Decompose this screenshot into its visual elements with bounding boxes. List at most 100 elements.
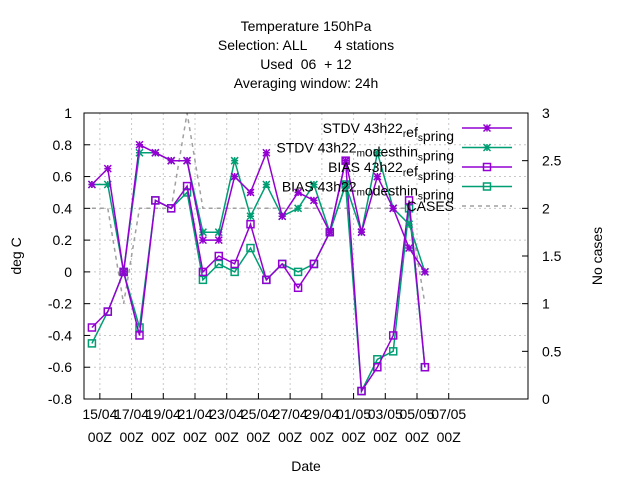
data-point [246, 219, 255, 229]
x-tick-label: 00Z [405, 429, 430, 445]
data-point [405, 244, 414, 253]
data-point [214, 236, 223, 245]
data-point [294, 204, 303, 213]
y-tick-label: -0.6 [48, 359, 72, 375]
data-point [262, 148, 271, 157]
data-point [293, 267, 303, 277]
series-cases [91, 112, 426, 304]
data-point [277, 259, 287, 269]
data-point [373, 148, 382, 157]
data-point [198, 275, 208, 285]
x-tick-label: 29/04 [304, 406, 339, 422]
x-tick-label: 00Z [183, 429, 208, 445]
y-tick-label: -0.8 [48, 391, 72, 407]
data-point [482, 143, 492, 152]
data-point [482, 123, 492, 133]
x-tick-label: 01/05 [336, 406, 371, 422]
legend-label: STDV 43h22refspring [323, 120, 454, 144]
data-point [135, 331, 144, 340]
x-tick-label: 00Z [215, 429, 240, 445]
legend-label: BIAS 43h22modesthinspring [282, 179, 454, 203]
data-point [246, 212, 255, 221]
data-point [482, 162, 492, 172]
data-point [151, 196, 160, 205]
data-point [325, 228, 334, 237]
series-line [91, 112, 426, 304]
data-point [420, 362, 430, 372]
y2-tick-label: 3 [542, 105, 550, 121]
x-tick-label: 00Z [120, 429, 145, 445]
plot-frame [83, 112, 529, 400]
data-point [214, 259, 224, 269]
x-tick-label: 21/04 [177, 406, 212, 422]
data-point [373, 172, 382, 181]
data-point [420, 267, 429, 276]
y2-tick-label: 0 [542, 391, 550, 407]
data-point [341, 180, 350, 189]
series-group [87, 112, 430, 396]
axes: 1 0.8 0.6 0.4 0.2 0 -0.2 -0.4 -0.6 -0.8 3 2.5 2 1.5 1 0… [48, 105, 562, 445]
data-point [214, 228, 223, 237]
series-line [91, 184, 426, 394]
data-point [166, 204, 176, 213]
series-stdv-43h22-ref-spring [87, 140, 429, 276]
data-point [357, 228, 366, 237]
y2-axis-label: No cases [589, 227, 605, 285]
data-point [262, 180, 271, 189]
data-point [309, 259, 319, 269]
data-point [103, 180, 112, 189]
data-point [482, 182, 492, 191]
data-point [246, 188, 255, 197]
y-tick-label: 0.6 [53, 169, 73, 185]
x-tick-label: 00Z [88, 429, 113, 445]
data-point [246, 243, 255, 253]
data-point [87, 323, 97, 332]
data-point [230, 259, 239, 269]
data-point [198, 228, 207, 237]
y-tick-label: 0.2 [53, 232, 73, 248]
x-tick-label: 00Z [373, 429, 398, 445]
series-line [91, 160, 426, 394]
y-tick-label: 0 [64, 264, 72, 280]
data-point [404, 196, 414, 205]
y-tick-label: 0.4 [53, 200, 73, 216]
y-tick-label: 0.8 [53, 137, 73, 153]
data-point [167, 156, 176, 165]
x-tick-label: 00Z [278, 429, 303, 445]
x-tick-label: 17/04 [114, 406, 149, 422]
y2-tick-label: 2.5 [542, 153, 562, 169]
series-line [91, 143, 426, 273]
x-tick-label: 23/04 [209, 406, 244, 422]
legend-entry: STDV 43h22modesthinspring [276, 140, 512, 164]
series-line [91, 151, 426, 273]
data-point [183, 156, 192, 165]
title-line: Temperature 150hPa [241, 18, 372, 34]
x-tick-label: 27/04 [273, 406, 308, 422]
data-point [119, 267, 128, 276]
data-point [262, 275, 271, 285]
x-tick-label: 00Z [310, 429, 335, 445]
data-point [151, 148, 160, 157]
title-line: Averaging window: 24h [234, 75, 379, 91]
legend-label: STDV 43h22modesthinspring [276, 140, 454, 164]
legend-label: BIAS 43h22refspring [328, 159, 454, 183]
data-point [309, 180, 318, 189]
x-tick-label: 03/05 [368, 406, 403, 422]
y2-tick-label: 1 [542, 296, 550, 312]
data-point [294, 188, 303, 197]
x-tick-label: 00Z [342, 429, 367, 445]
data-point [278, 212, 287, 221]
data-point [198, 267, 208, 277]
grid [84, 113, 528, 399]
data-point [198, 236, 207, 245]
x-tick-label: 07/05 [431, 406, 466, 422]
y2-tick-label: 0.5 [542, 343, 562, 359]
data-point [103, 307, 113, 316]
data-point [357, 386, 366, 396]
data-point [87, 339, 97, 348]
chart-title: Temperature 150hPa Selection: ALL 4 stati… [218, 18, 394, 91]
y-tick-label: -0.4 [48, 327, 72, 343]
title-line: Selection: ALL 4 stations [218, 37, 394, 53]
